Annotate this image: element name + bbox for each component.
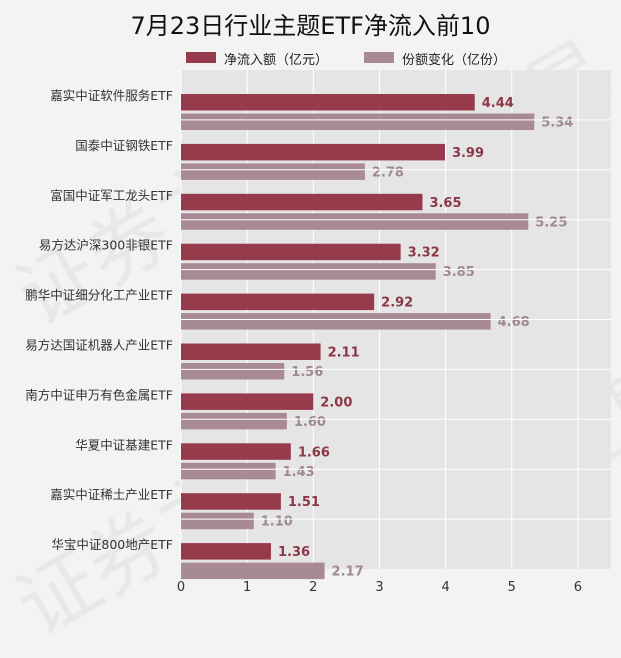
x-tick-label: 2 — [309, 580, 317, 595]
category-label: 嘉实中证稀土产业ETF — [50, 487, 173, 502]
category-label: 富国中证军工龙头ETF — [50, 188, 173, 203]
legend-label-series2: 份额变化（亿份） — [402, 53, 507, 68]
bar-series2 — [181, 363, 285, 380]
data-label-series2: 1.10 — [261, 515, 293, 530]
legend-label-series1: 净流入额（亿元） — [224, 53, 329, 68]
bar-series2 — [181, 462, 276, 480]
category-label: 易方达沪深300非银ETF — [39, 238, 173, 253]
bar-series1 — [181, 393, 314, 410]
data-label-series2: 4.68 — [498, 315, 530, 330]
data-label-series1: 3.65 — [429, 196, 461, 211]
chart-stage: 证券之星 证券之星 证券之星 证券之星 7月23日行业主题ETF净流入前10 净… — [1, 12, 621, 654]
bar-series2 — [181, 163, 365, 180]
bar-series1 — [181, 243, 401, 261]
data-label-series1: 2.92 — [381, 296, 413, 311]
bar-series2 — [181, 113, 535, 130]
chart-title: 7月23日行业主题ETF净流入前10 — [130, 12, 491, 40]
data-label-series2: 1.56 — [291, 365, 323, 380]
bar-series2 — [181, 512, 254, 530]
data-label-series2: 1.60 — [294, 415, 326, 430]
category-label: 华夏中证基建ETF — [75, 437, 173, 452]
bar-chart: 0 1 2 3 4 5 6 4.44 5.34 嘉实中证软件服务ETF 3.99 2.78 国泰中证钢铁… — [25, 70, 611, 595]
data-label-series2: 5.25 — [535, 215, 567, 230]
legend-swatch-series2 — [364, 52, 394, 63]
category-label: 鹏华中证细分化工产业ETF — [25, 288, 173, 303]
category-label: 嘉实中证软件服务ETF — [50, 88, 173, 103]
bar-series2 — [181, 412, 287, 430]
x-tick-label: 3 — [375, 580, 383, 595]
bar-series1 — [181, 443, 291, 460]
bar-series2 — [181, 213, 529, 230]
data-label-series2: 2.78 — [372, 165, 404, 180]
bar-series2 — [181, 562, 325, 580]
x-tick-label: 1 — [243, 580, 251, 595]
bar-series1 — [181, 293, 375, 311]
x-tick-label: 5 — [508, 580, 516, 595]
category-label: 南方中证申万有色金属ETF — [25, 387, 173, 402]
bar-series1 — [181, 143, 445, 161]
category-label: 易方达国证机器人产业ETF — [25, 337, 173, 352]
x-tick-label: 0 — [177, 580, 185, 595]
bar-series1 — [181, 493, 281, 510]
data-label-series1: 4.44 — [482, 96, 514, 111]
x-tick-label: 4 — [441, 580, 449, 595]
legend-swatch-series1 — [186, 52, 216, 63]
data-label-series1: 1.51 — [288, 495, 320, 510]
data-label-series2: 2.17 — [332, 565, 364, 580]
data-label-series1: 1.66 — [298, 445, 330, 460]
category-label: 华宝中证800地产ETF — [51, 537, 173, 552]
data-label-series2: 1.43 — [283, 465, 315, 480]
bar-series2 — [181, 263, 436, 280]
bar-series1 — [181, 193, 423, 211]
bar-series1 — [181, 343, 321, 360]
x-tick-label: 6 — [574, 580, 582, 595]
data-label-series2: 5.34 — [541, 116, 573, 131]
category-label: 国泰中证钢铁ETF — [75, 138, 173, 153]
data-label-series1: 1.36 — [278, 545, 310, 560]
bar-series1 — [181, 94, 475, 111]
bar-series2 — [181, 313, 491, 330]
data-label-series2: 3.85 — [443, 265, 475, 280]
bar-series1 — [181, 543, 271, 560]
data-label-series1: 3.99 — [452, 146, 484, 161]
data-label-series1: 3.32 — [408, 246, 440, 261]
data-label-series1: 2.11 — [328, 346, 360, 361]
data-label-series1: 2.00 — [320, 395, 352, 410]
